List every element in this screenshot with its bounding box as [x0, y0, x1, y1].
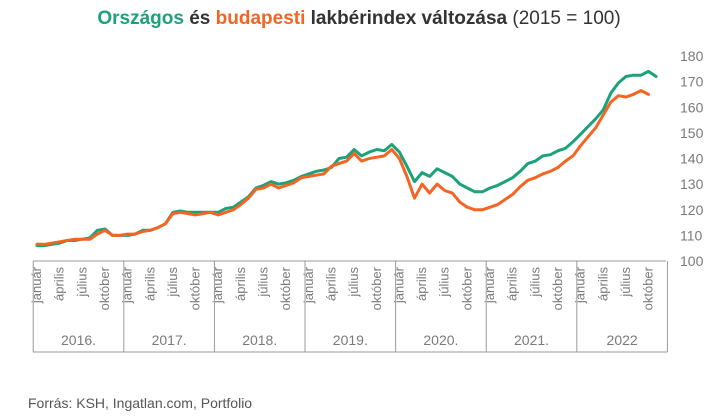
x-month-tick-label: január: [391, 266, 406, 304]
x-month-tick-label: október: [97, 266, 112, 310]
x-month-tick-label: október: [278, 266, 293, 310]
y-tick-label: 100: [680, 253, 704, 269]
title-budapest: budapesti: [215, 8, 306, 29]
y-tick-label: 180: [680, 48, 704, 64]
x-year-label: 2017.: [152, 332, 187, 348]
x-month-tick-label: július: [527, 267, 542, 298]
y-tick-label: 170: [680, 74, 704, 90]
x-month-tick-label: április: [595, 267, 610, 301]
y-tick-label: 110: [680, 227, 703, 243]
x-month-tick-label: július: [618, 267, 633, 298]
x-month-tick-label: október: [641, 266, 656, 310]
y-tick-label: 120: [680, 202, 704, 218]
x-month-tick-label: április: [52, 267, 67, 301]
x-month-tick-label: július: [165, 267, 180, 298]
x-month-tick-label: január: [482, 266, 497, 304]
x-month-tick-label: október: [369, 266, 384, 310]
x-month-tick-label: április: [323, 267, 338, 301]
x-month-tick-label: július: [346, 267, 361, 298]
x-year-label: 2019.: [333, 332, 368, 348]
y-tick-label: 160: [680, 99, 704, 115]
x-year-label: 2016.: [61, 332, 96, 348]
x-month-tick-label: április: [142, 267, 157, 301]
x-month-tick-label: július: [437, 267, 452, 298]
x-month-tick-label: január: [301, 266, 316, 304]
y-tick-label: 130: [680, 176, 704, 192]
x-month-tick-label: július: [74, 267, 89, 298]
y-tick-label: 140: [680, 151, 704, 167]
series-line-national: [35, 69, 658, 248]
x-year-label: 2018.: [242, 332, 277, 348]
series-line-budapest: [35, 89, 650, 246]
source-note: Forrás: KSH, Ingatlan.com, Portfolio: [28, 395, 253, 411]
x-month-tick-label: április: [505, 267, 520, 301]
x-month-tick-label: január: [120, 266, 135, 304]
x-month-tick-label: október: [188, 266, 203, 310]
title-base: (2015 = 100): [507, 8, 621, 29]
x-month-tick-label: január: [29, 266, 44, 304]
y-tick-label: 150: [680, 125, 704, 141]
x-month-tick-label: április: [233, 267, 248, 301]
x-month-tick-label: július: [256, 267, 271, 298]
title-national: Országos: [97, 8, 184, 29]
x-month-tick-label: január: [573, 266, 588, 304]
x-year-label: 2021.: [514, 332, 549, 348]
x-month-tick-label: október: [459, 266, 474, 310]
x-month-tick-label: április: [414, 267, 429, 301]
x-year-label: 2020.: [423, 332, 458, 348]
x-year-label: 2022: [607, 332, 638, 348]
x-month-tick-label: január: [210, 266, 225, 304]
x-month-tick-label: október: [550, 266, 565, 310]
chart-title: Országos és budapesti lakbérindex változ…: [0, 8, 718, 30]
title-main: lakbérindex változása: [305, 8, 508, 29]
title-connector: és: [183, 8, 216, 29]
